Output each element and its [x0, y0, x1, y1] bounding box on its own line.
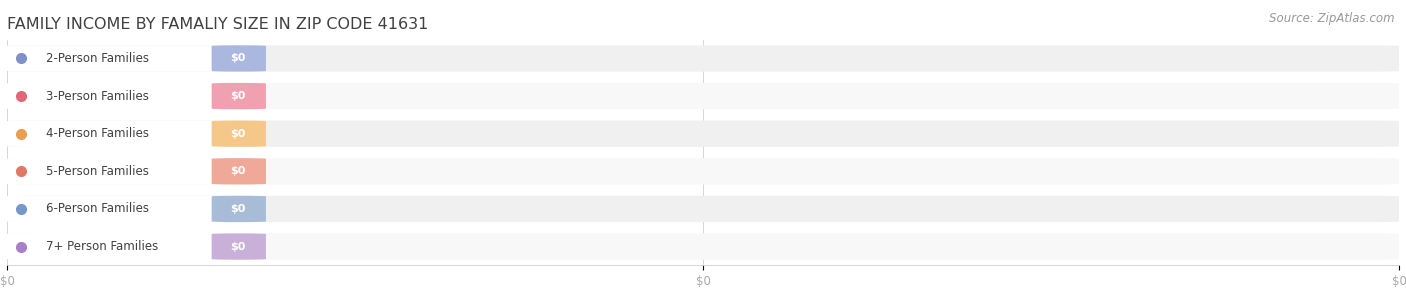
Text: 6-Person Families: 6-Person Families [46, 203, 149, 215]
Text: $0: $0 [231, 53, 246, 63]
FancyBboxPatch shape [7, 158, 264, 185]
FancyBboxPatch shape [7, 233, 264, 260]
Text: $0: $0 [231, 166, 246, 176]
Text: 4-Person Families: 4-Person Families [46, 127, 149, 140]
FancyBboxPatch shape [212, 158, 266, 185]
FancyBboxPatch shape [212, 196, 266, 222]
FancyBboxPatch shape [7, 120, 264, 147]
Text: $0: $0 [231, 129, 246, 139]
Text: 2-Person Families: 2-Person Families [46, 52, 149, 65]
Text: 7+ Person Families: 7+ Person Families [46, 240, 159, 253]
FancyBboxPatch shape [212, 45, 266, 72]
FancyBboxPatch shape [7, 45, 1399, 72]
Text: FAMILY INCOME BY FAMALIY SIZE IN ZIP CODE 41631: FAMILY INCOME BY FAMALIY SIZE IN ZIP COD… [7, 16, 429, 31]
FancyBboxPatch shape [212, 120, 266, 147]
Text: $0: $0 [231, 204, 246, 214]
FancyBboxPatch shape [7, 120, 1399, 147]
Text: 5-Person Families: 5-Person Families [46, 165, 149, 178]
FancyBboxPatch shape [7, 196, 264, 222]
FancyBboxPatch shape [212, 233, 266, 260]
FancyBboxPatch shape [7, 233, 1399, 260]
Text: 3-Person Families: 3-Person Families [46, 90, 149, 102]
Text: $0: $0 [231, 242, 246, 252]
Text: Source: ZipAtlas.com: Source: ZipAtlas.com [1270, 12, 1395, 25]
Text: $0: $0 [231, 91, 246, 101]
FancyBboxPatch shape [7, 83, 264, 109]
FancyBboxPatch shape [7, 45, 264, 72]
FancyBboxPatch shape [212, 83, 266, 109]
FancyBboxPatch shape [7, 158, 1399, 185]
FancyBboxPatch shape [7, 83, 1399, 109]
FancyBboxPatch shape [7, 196, 1399, 222]
